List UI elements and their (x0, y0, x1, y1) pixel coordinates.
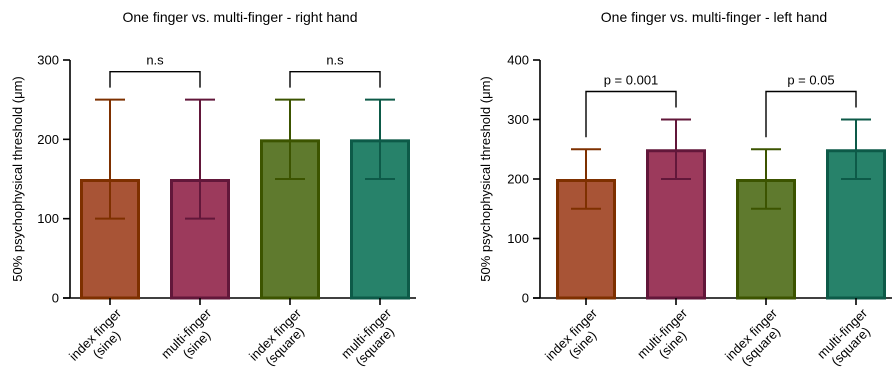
bar (350, 139, 410, 300)
category-label: multi-finger(sine) (158, 305, 225, 372)
category-label: index finger(square) (722, 305, 791, 374)
y-axis-label: 50% psychophysical threshold (μm) (10, 76, 25, 281)
significance-bracket (109, 70, 201, 88)
y-tick-label: 0 (52, 291, 59, 306)
y-tick-label: 100 (507, 231, 529, 246)
category-label: multi-finger(square) (814, 305, 881, 372)
significance-label: n.s (146, 53, 164, 68)
category-label: index finger(square) (246, 305, 315, 374)
significance-bracket (765, 90, 857, 138)
category-label: index finger(sine) (542, 305, 611, 374)
chart-left-hand: One finger vs. multi-finger - left hand 5… (478, 9, 892, 374)
chart-right-hand: One finger vs. multi-finger - right hand… (10, 9, 416, 374)
category-label: index finger(sine) (66, 305, 135, 374)
category-label: multi-finger(sine) (634, 305, 701, 372)
chart-title: One finger vs. multi-finger - left hand (601, 9, 827, 25)
significance-bracket (289, 70, 381, 88)
y-tick-label: 300 (507, 112, 529, 127)
y-tick-label: 200 (507, 172, 529, 187)
category-label: multi-finger(square) (338, 305, 405, 372)
significance-bracket (585, 90, 677, 138)
chart-title: One finger vs. multi-finger - right hand (123, 9, 358, 25)
y-tick-label: 300 (37, 53, 59, 68)
significance-label: p = 0.05 (787, 73, 834, 88)
significance-label: n.s (326, 53, 344, 68)
significance-label: p = 0.001 (604, 73, 659, 88)
y-tick-label: 0 (522, 291, 529, 306)
y-tick-label: 400 (507, 53, 529, 68)
y-axis-label: 50% psychophysical threshold (μm) (478, 76, 493, 281)
y-tick-label: 200 (37, 132, 59, 147)
y-tick-label: 100 (37, 211, 59, 226)
